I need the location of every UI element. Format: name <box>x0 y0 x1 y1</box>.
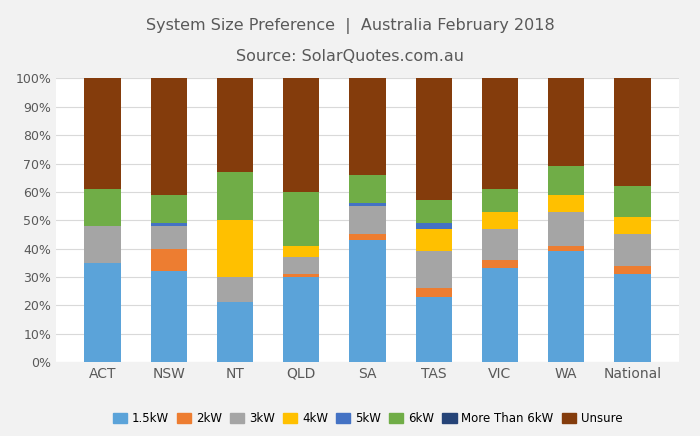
Bar <box>614 186 651 218</box>
Bar <box>482 229 518 260</box>
Bar <box>349 78 386 175</box>
Bar <box>548 78 584 166</box>
Bar <box>482 78 518 189</box>
Bar <box>614 274 651 362</box>
Bar <box>349 240 386 362</box>
Bar <box>416 288 452 296</box>
Bar <box>416 251 452 288</box>
Bar <box>416 223 452 228</box>
Bar <box>548 212 584 246</box>
Bar <box>283 277 319 362</box>
Text: Source: SolarQuotes.com.au: Source: SolarQuotes.com.au <box>236 49 464 64</box>
Bar <box>84 78 121 189</box>
Bar <box>482 260 518 268</box>
Bar <box>614 218 651 235</box>
Bar <box>614 266 651 274</box>
Bar <box>150 223 187 226</box>
Bar <box>548 251 584 362</box>
Bar <box>614 235 651 266</box>
Bar <box>217 172 253 220</box>
Bar <box>217 220 253 277</box>
Bar <box>150 78 187 194</box>
Bar <box>614 78 651 186</box>
Bar <box>548 194 584 212</box>
Bar <box>150 226 187 249</box>
Bar <box>150 249 187 271</box>
Bar <box>150 194 187 223</box>
Bar <box>283 257 319 274</box>
Text: System Size Preference  |  Australia February 2018: System Size Preference | Australia Febru… <box>146 18 554 34</box>
Bar <box>548 166 584 194</box>
Bar <box>84 262 121 362</box>
Bar <box>416 228 452 251</box>
Bar <box>349 206 386 235</box>
Bar <box>283 78 319 192</box>
Bar <box>349 235 386 240</box>
Bar <box>84 226 121 262</box>
Bar <box>150 271 187 362</box>
Bar <box>416 296 452 362</box>
Bar <box>283 274 319 277</box>
Bar <box>283 192 319 246</box>
Bar <box>482 212 518 228</box>
Bar <box>548 246 584 251</box>
Bar <box>217 78 253 172</box>
Bar <box>482 268 518 362</box>
Bar <box>283 246 319 257</box>
Bar <box>416 78 452 201</box>
Bar <box>349 175 386 203</box>
Bar <box>349 203 386 206</box>
Bar <box>217 303 253 362</box>
Bar <box>482 189 518 212</box>
Bar <box>84 189 121 226</box>
Bar <box>217 277 253 303</box>
Bar <box>416 201 452 223</box>
Legend: 1.5kW, 2kW, 3kW, 4kW, 5kW, 6kW, More Than 6kW, Unsure: 1.5kW, 2kW, 3kW, 4kW, 5kW, 6kW, More Tha… <box>108 408 627 430</box>
